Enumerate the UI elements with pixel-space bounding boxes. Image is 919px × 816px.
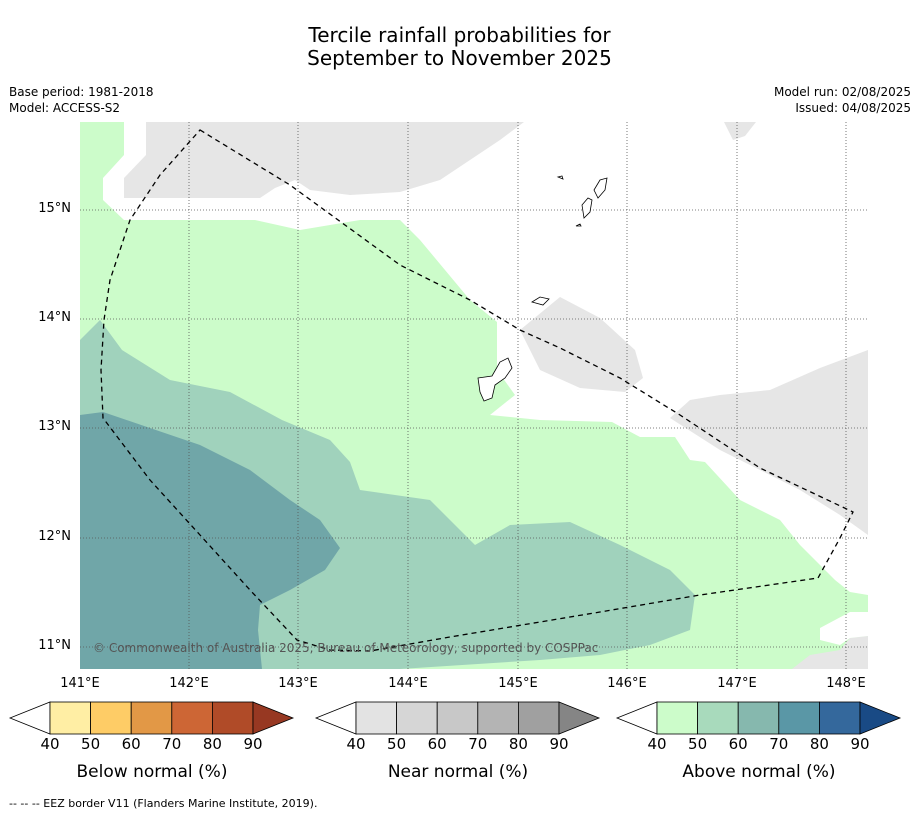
colorbar-segment: [819, 701, 861, 735]
lon-label-142e: 142°E: [169, 676, 209, 691]
lat-label-15n: 15°N: [38, 201, 71, 216]
colorbar-tick-label: 90: [850, 735, 870, 753]
lon-label-147e: 147°E: [717, 676, 757, 691]
colorbar-extend-low: [314, 701, 357, 735]
base-period: Base period: 1981-2018: [9, 85, 154, 99]
no-signal-region: [820, 612, 868, 645]
colorbar-segment: [396, 701, 438, 735]
colorbar-segment: [518, 701, 560, 735]
colorbar-segment: [737, 701, 780, 735]
copyright-notice: © Commonwealth of Australia 2025, Bureau…: [93, 641, 599, 655]
colorbar-segment: [656, 701, 698, 735]
colorbar-title-above: Above normal (%): [682, 762, 836, 782]
tinian-island: [581, 197, 593, 219]
colorbar-tick-label: 80: [809, 735, 829, 753]
colorbar-tick-label: 40: [647, 735, 667, 753]
lon-label-141e: 141°E: [60, 676, 100, 691]
map-fields: [80, 122, 868, 669]
lon-label-145e: 145°E: [498, 676, 538, 691]
colorbar-title-below: Below normal (%): [76, 762, 228, 782]
near-normal-region-north: [124, 122, 524, 198]
colorbar-tick-label: 90: [549, 735, 569, 753]
aguijan-island: [575, 223, 582, 227]
colorbar-tick-label: 50: [81, 735, 101, 753]
colorbar-segment: [355, 701, 397, 735]
colorbar-extend-low: [615, 701, 658, 735]
guam-island: [477, 357, 513, 402]
colorbar-segment: [90, 701, 132, 735]
near-normal-region-southeast: [670, 350, 868, 535]
colorbar-segment: [477, 701, 519, 735]
colorbar-tick-label: 90: [243, 735, 263, 753]
colorbar-segment: [49, 701, 91, 735]
coastlines: [477, 175, 608, 402]
near-normal-region-northeast: [724, 122, 756, 140]
colorbar-extend-high: [252, 701, 295, 735]
lat-label-12n: 12°N: [38, 529, 71, 544]
colorbar-segment: [697, 701, 739, 735]
colorbar-tick-label: 80: [508, 735, 528, 753]
chart-title-line-1: Tercile rainfall probabilities for: [308, 23, 611, 47]
colorbar-tick-label: 40: [346, 735, 366, 753]
colorbar-tick-label: 40: [40, 735, 60, 753]
colorbar-tick-label: 50: [688, 735, 708, 753]
lon-label-144e: 144°E: [388, 676, 428, 691]
colorbar-near-normal: [314, 701, 601, 735]
saipan-island: [593, 177, 608, 199]
lat-label-14n: 14°N: [38, 310, 71, 325]
farallon-islet: [556, 175, 564, 180]
rota-island: [531, 296, 550, 306]
colorbar-title-near: Near normal (%): [387, 762, 529, 782]
colorbar-segment: [211, 701, 254, 735]
near-normal-region-corner: [792, 636, 868, 669]
colorbar-segment: [130, 701, 173, 735]
colorbar-segment: [436, 701, 479, 735]
colorbars: [8, 701, 902, 735]
lat-label-11n: 11°N: [38, 638, 71, 653]
lon-label-146e: 146°E: [607, 676, 647, 691]
colorbar-segment: [171, 701, 213, 735]
model-name: Model: ACCESS-S2: [9, 101, 121, 115]
lon-label-143e: 143°E: [278, 676, 318, 691]
colorbar-extend-low: [8, 701, 51, 735]
above-normal-70-region: [80, 412, 340, 669]
eez-border: [100, 129, 854, 652]
colorbar-extend-high: [859, 701, 902, 735]
colorbar-tick-label: 60: [728, 735, 748, 753]
lon-label-148e: 148°E: [826, 676, 866, 691]
colorbar-tick-label: 70: [769, 735, 789, 753]
colorbar-segment: [778, 701, 820, 735]
issued-date: Issued: 04/08/2025: [795, 101, 911, 115]
colorbar-tick-label: 70: [162, 735, 182, 753]
lat-label-13n: 13°N: [38, 419, 71, 434]
colorbar-tick-label: 60: [427, 735, 447, 753]
colorbar-below-normal: [8, 701, 295, 735]
colorbar-tick-label: 50: [387, 735, 407, 753]
colorbar-tick-label: 60: [121, 735, 141, 753]
colorbar-tick-label: 80: [202, 735, 222, 753]
chart-title-line-2: September to November 2025: [307, 46, 612, 70]
eez-footnote: -- -- -- EEZ border V11 (Flanders Marine…: [9, 797, 318, 810]
colorbar-tick-label: 70: [468, 735, 488, 753]
model-run-date: Model run: 02/08/2025: [773, 85, 911, 99]
colorbar-extend-high: [558, 701, 601, 735]
near-normal-region-east: [520, 297, 643, 392]
graticule: [80, 122, 868, 669]
forecast-map: [80, 122, 868, 669]
colorbar-above-normal: [615, 701, 902, 735]
